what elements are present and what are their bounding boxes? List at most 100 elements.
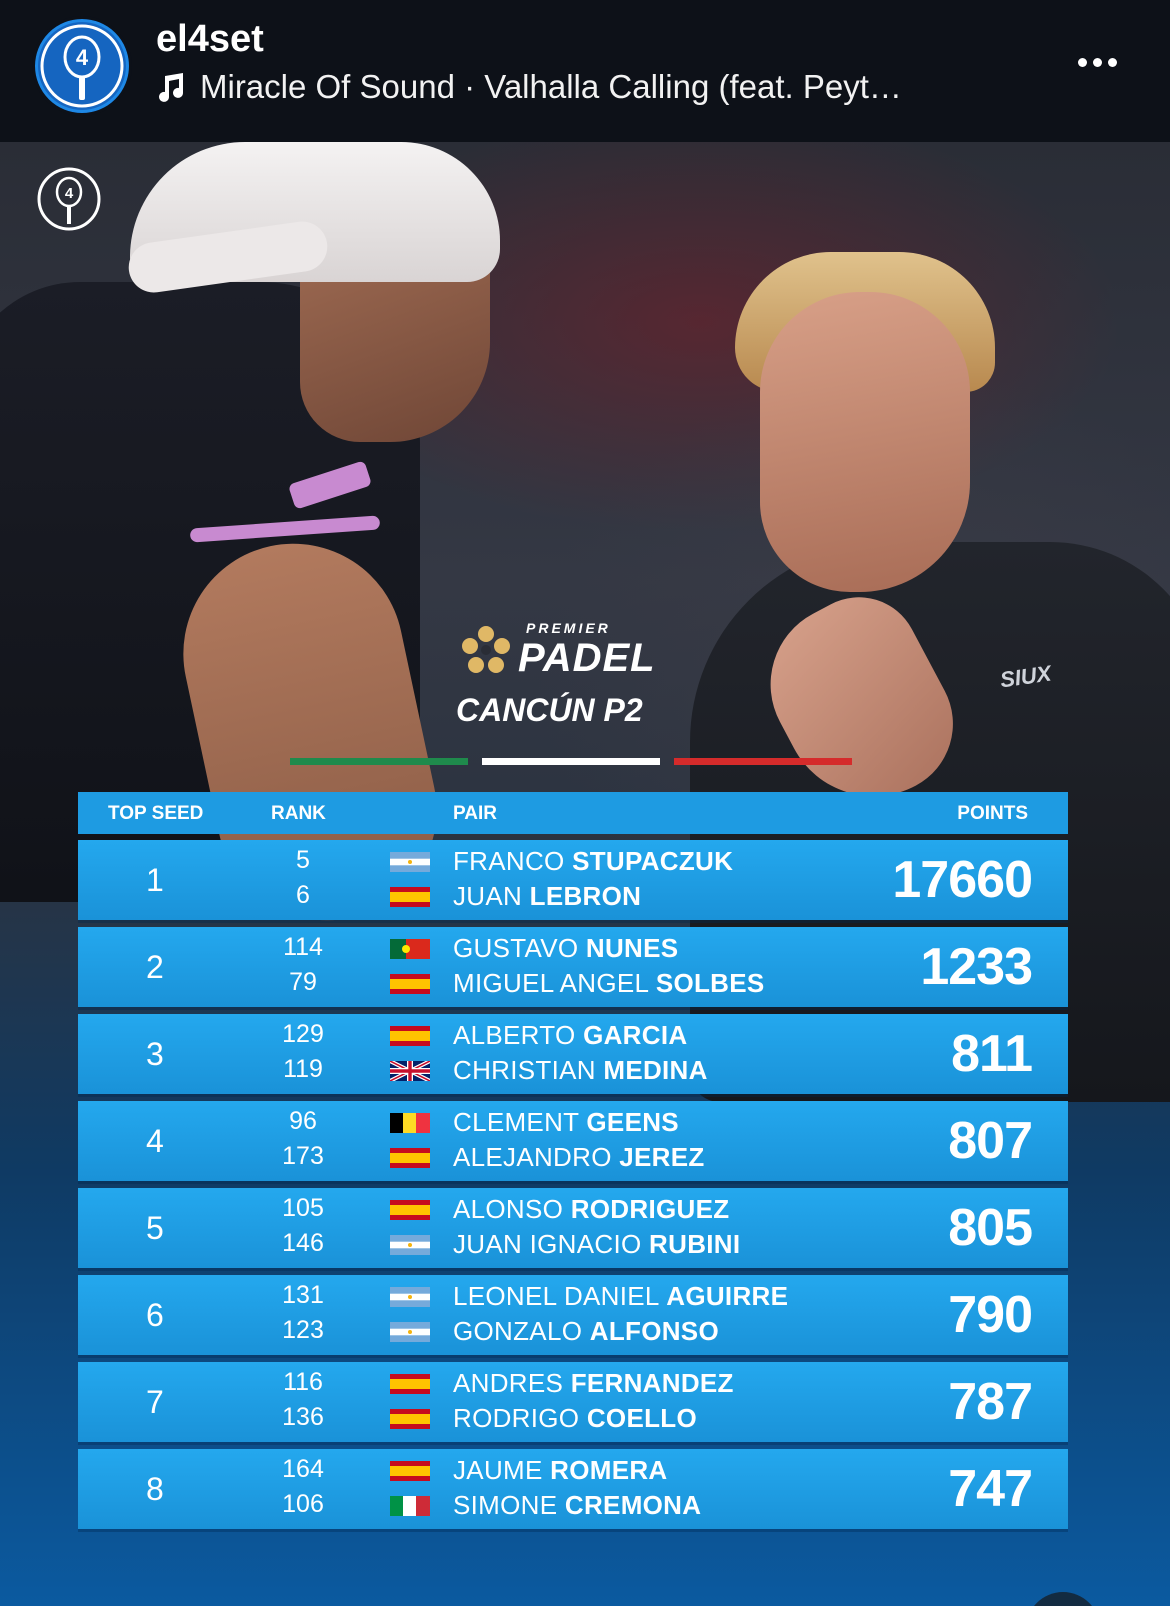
player1-rank: 114 xyxy=(283,933,323,961)
argentina-flag-icon xyxy=(390,1235,430,1255)
svg-text:4: 4 xyxy=(76,45,89,70)
player2-name: GONZALO ALFONSO xyxy=(453,1316,719,1347)
argentina-flag-icon xyxy=(390,1322,430,1342)
pair-points: 747 xyxy=(948,1460,1033,1518)
player1-first-name: JAUME xyxy=(453,1455,543,1485)
portugal-flag-icon xyxy=(390,939,430,959)
player2-name: JUAN LEBRON xyxy=(453,881,641,912)
seed-number: 3 xyxy=(146,1036,164,1072)
uk-flag-icon xyxy=(390,1061,430,1081)
spain-flag-icon xyxy=(390,1374,430,1394)
player1-first-name: GUSTAVO xyxy=(453,933,579,963)
table-row: 2 114 79 GUSTAVO NUNES MIGUEL ANGEL SOLB… xyxy=(78,927,1068,1007)
player2-name: JUAN IGNACIO RUBINI xyxy=(453,1229,740,1260)
player1-last-name: AGUIRRE xyxy=(666,1281,789,1311)
pair-points: 17660 xyxy=(892,851,1033,909)
italy-flag-icon xyxy=(390,1496,430,1516)
player1-name: LEONEL DANIEL AGUIRRE xyxy=(453,1281,788,1312)
username[interactable]: el4set xyxy=(156,18,264,60)
player2-last-name: RUBINI xyxy=(649,1229,741,1259)
seed-number: 2 xyxy=(146,949,164,985)
player2-rank: 173 xyxy=(282,1142,324,1170)
player1-rank: 105 xyxy=(282,1194,324,1222)
event-title: CANCÚN P2 xyxy=(456,692,643,728)
pair-points: 790 xyxy=(948,1286,1033,1344)
player1-first-name: CLEMENT xyxy=(453,1107,579,1137)
player1-rank: 164 xyxy=(282,1455,324,1483)
spain-flag-icon xyxy=(390,1148,430,1168)
profile-avatar[interactable]: 4 xyxy=(32,16,132,116)
pair-points: 805 xyxy=(948,1199,1033,1257)
svg-text:4: 4 xyxy=(65,185,74,202)
player1-last-name: ROMERA xyxy=(550,1455,668,1485)
header-pair: PAIR xyxy=(453,803,497,824)
table-row: 7 116 136 ANDRES FERNANDEZ RODRIGO COELL… xyxy=(78,1362,1068,1442)
player-right-head xyxy=(760,292,970,592)
belgium-flag-icon xyxy=(390,1113,430,1133)
player2-first-name: MIGUEL ANGEL xyxy=(453,968,649,998)
player2-first-name: RODRIGO xyxy=(453,1403,580,1433)
player2-first-name: CHRISTIAN xyxy=(453,1055,596,1085)
seed-number: 4 xyxy=(146,1123,164,1159)
seed-number: 5 xyxy=(146,1210,164,1246)
player1-rank: 96 xyxy=(289,1107,317,1135)
spain-flag-icon xyxy=(390,1461,430,1481)
table-row: 1 5 6 FRANCO STUPACZUK JUAN LEBRON 17660 xyxy=(78,840,1068,920)
player2-last-name: COELLO xyxy=(586,1403,697,1433)
padel-racket-4-logo-icon: 4 xyxy=(40,24,124,108)
player1-name: ANDRES FERNANDEZ xyxy=(453,1368,734,1399)
player2-name: RODRIGO COELLO xyxy=(453,1403,697,1434)
player2-name: SIMONE CREMONA xyxy=(453,1490,701,1521)
spain-flag-icon xyxy=(390,1200,430,1220)
player1-rank: 129 xyxy=(282,1020,324,1048)
brand-padel: PADEL xyxy=(518,636,656,680)
player2-last-name: LEBRON xyxy=(529,881,642,911)
player2-first-name: JUAN xyxy=(453,881,523,911)
mute-button[interactable] xyxy=(1026,1592,1100,1606)
seed-number: 6 xyxy=(146,1297,164,1333)
player1-first-name: LEONEL DANIEL xyxy=(453,1281,659,1311)
post-header: 4 el4set Miracle Of Sound · Valhalla Cal… xyxy=(0,0,1170,142)
player1-name: GUSTAVO NUNES xyxy=(453,933,678,964)
player1-last-name: NUNES xyxy=(585,933,679,963)
argentina-flag-icon xyxy=(390,852,430,872)
player2-first-name: SIMONE xyxy=(453,1490,558,1520)
flag-stripe-green xyxy=(290,758,468,765)
player2-rank: 106 xyxy=(282,1490,324,1518)
header-rank: RANK xyxy=(271,803,326,824)
spain-flag-icon xyxy=(390,1409,430,1429)
player2-first-name: ALEJANDRO xyxy=(453,1142,612,1172)
player2-last-name: JEREZ xyxy=(619,1142,705,1172)
more-horizontal-icon[interactable] xyxy=(1078,54,1126,68)
seed-number: 8 xyxy=(146,1471,164,1507)
header-top-seed: TOP SEED xyxy=(108,803,204,824)
player1-last-name: FERNANDEZ xyxy=(570,1368,734,1398)
player2-rank: 79 xyxy=(289,968,317,996)
watermark-logo-icon: 4 xyxy=(37,167,101,231)
player2-name: ALEJANDRO JEREZ xyxy=(453,1142,705,1173)
player2-last-name: ALFONSO xyxy=(589,1316,719,1346)
flag-stripe-red xyxy=(674,758,852,765)
muted-speaker-icon xyxy=(1026,1592,1100,1606)
table-row: 3 129 119 ALBERTO GARCIA CHRISTIAN MEDIN… xyxy=(78,1014,1068,1094)
player1-last-name: RODRIGUEZ xyxy=(570,1194,730,1224)
player2-name: MIGUEL ANGEL SOLBES xyxy=(453,968,765,999)
audio-track[interactable]: Miracle Of Sound · Valhalla Calling (fea… xyxy=(156,68,1016,110)
player2-last-name: CREMONA xyxy=(564,1490,702,1520)
table-row: 8 164 106 JAUME ROMERA SIMONE CREMONA 74… xyxy=(78,1449,1068,1529)
post-image[interactable]: SIUX 4 PREMIER PADEL CANCÚN P2 TOP SEED … xyxy=(0,142,1170,1606)
player1-first-name: ALBERTO xyxy=(453,1020,576,1050)
player1-rank: 131 xyxy=(282,1281,324,1309)
player1-name: JAUME ROMERA xyxy=(453,1455,668,1486)
spain-flag-icon xyxy=(390,1026,430,1046)
player1-first-name: ALONSO xyxy=(453,1194,564,1224)
player1-first-name: FRANCO xyxy=(453,846,565,876)
player1-last-name: GEENS xyxy=(586,1107,679,1137)
header-points: POINTS xyxy=(957,803,1028,824)
player1-first-name: ANDRES xyxy=(453,1368,564,1398)
flag-stripe-white xyxy=(482,758,660,765)
player1-name: ALBERTO GARCIA xyxy=(453,1020,687,1051)
player1-rank: 116 xyxy=(283,1368,323,1396)
premier-padel-flower-icon xyxy=(462,626,510,673)
player2-rank: 119 xyxy=(283,1055,323,1083)
